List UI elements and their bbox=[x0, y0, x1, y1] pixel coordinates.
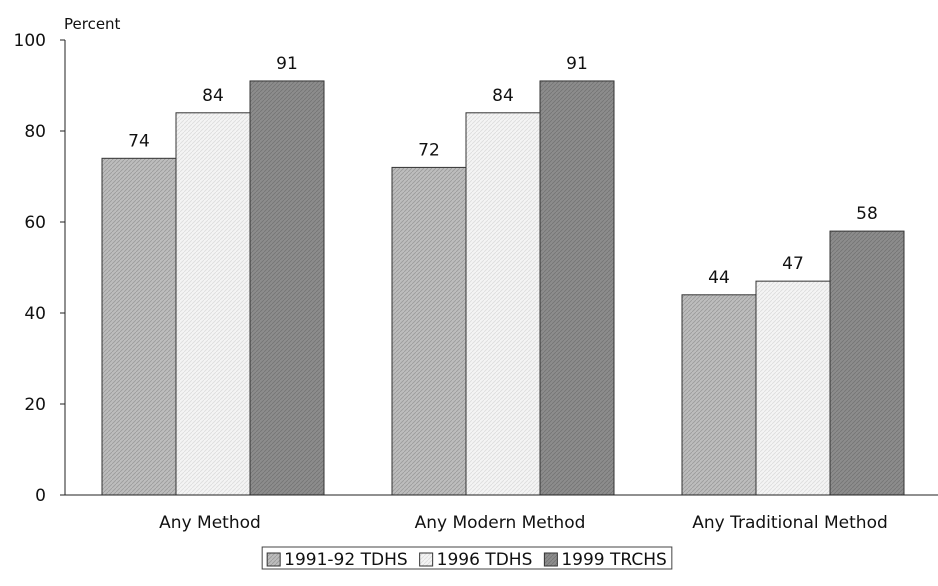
bar bbox=[539, 80, 615, 496]
legend-swatch bbox=[543, 552, 558, 567]
y-tick-label: 100 bbox=[14, 31, 46, 51]
legend-label: 1996 TDHS bbox=[437, 550, 533, 570]
y-tick-label: 80 bbox=[24, 122, 46, 142]
data-label: 44 bbox=[708, 268, 730, 288]
y-tick-label: 20 bbox=[24, 395, 46, 415]
bar bbox=[465, 112, 541, 496]
data-label: 74 bbox=[128, 131, 150, 151]
data-labels-group: 74 84 91 72 84 91 44 47 58 bbox=[128, 54, 878, 288]
y-tick-label: 0 bbox=[35, 486, 46, 506]
data-label: 84 bbox=[492, 86, 514, 106]
bar bbox=[175, 112, 251, 496]
bar bbox=[681, 294, 757, 496]
legend-swatch bbox=[419, 552, 434, 567]
data-label: 47 bbox=[782, 254, 804, 274]
bar bbox=[391, 166, 467, 496]
x-axis: Any Method Any Modern Method Any Tradition… bbox=[65, 494, 938, 533]
bars-group bbox=[101, 80, 905, 496]
y-unit-label: Percent bbox=[64, 15, 121, 33]
data-label: 91 bbox=[566, 54, 588, 74]
y-tick-label: 60 bbox=[24, 213, 46, 233]
data-label: 84 bbox=[202, 86, 224, 106]
legend-label: 1991-92 TDHS bbox=[284, 550, 407, 570]
bar bbox=[249, 80, 325, 496]
legend-swatch bbox=[266, 552, 281, 567]
bar bbox=[755, 280, 831, 496]
x-category-label: Any Method bbox=[159, 513, 261, 533]
data-label: 72 bbox=[418, 140, 440, 160]
legend-box bbox=[261, 546, 673, 570]
data-label: 91 bbox=[276, 54, 298, 74]
bar bbox=[101, 157, 177, 496]
legend: 1991-92 TDHS 1996 TDHS 1999 TRCHS bbox=[261, 546, 673, 570]
legend-label: 1999 TRCHS bbox=[561, 550, 666, 570]
y-axis: 0 20 40 60 80 100 bbox=[14, 31, 66, 506]
x-category-label: Any Modern Method bbox=[415, 513, 586, 533]
y-tick-label: 40 bbox=[24, 304, 46, 324]
x-category-label: Any Traditional Method bbox=[692, 513, 888, 533]
bar bbox=[829, 230, 905, 496]
data-label: 58 bbox=[856, 204, 878, 224]
